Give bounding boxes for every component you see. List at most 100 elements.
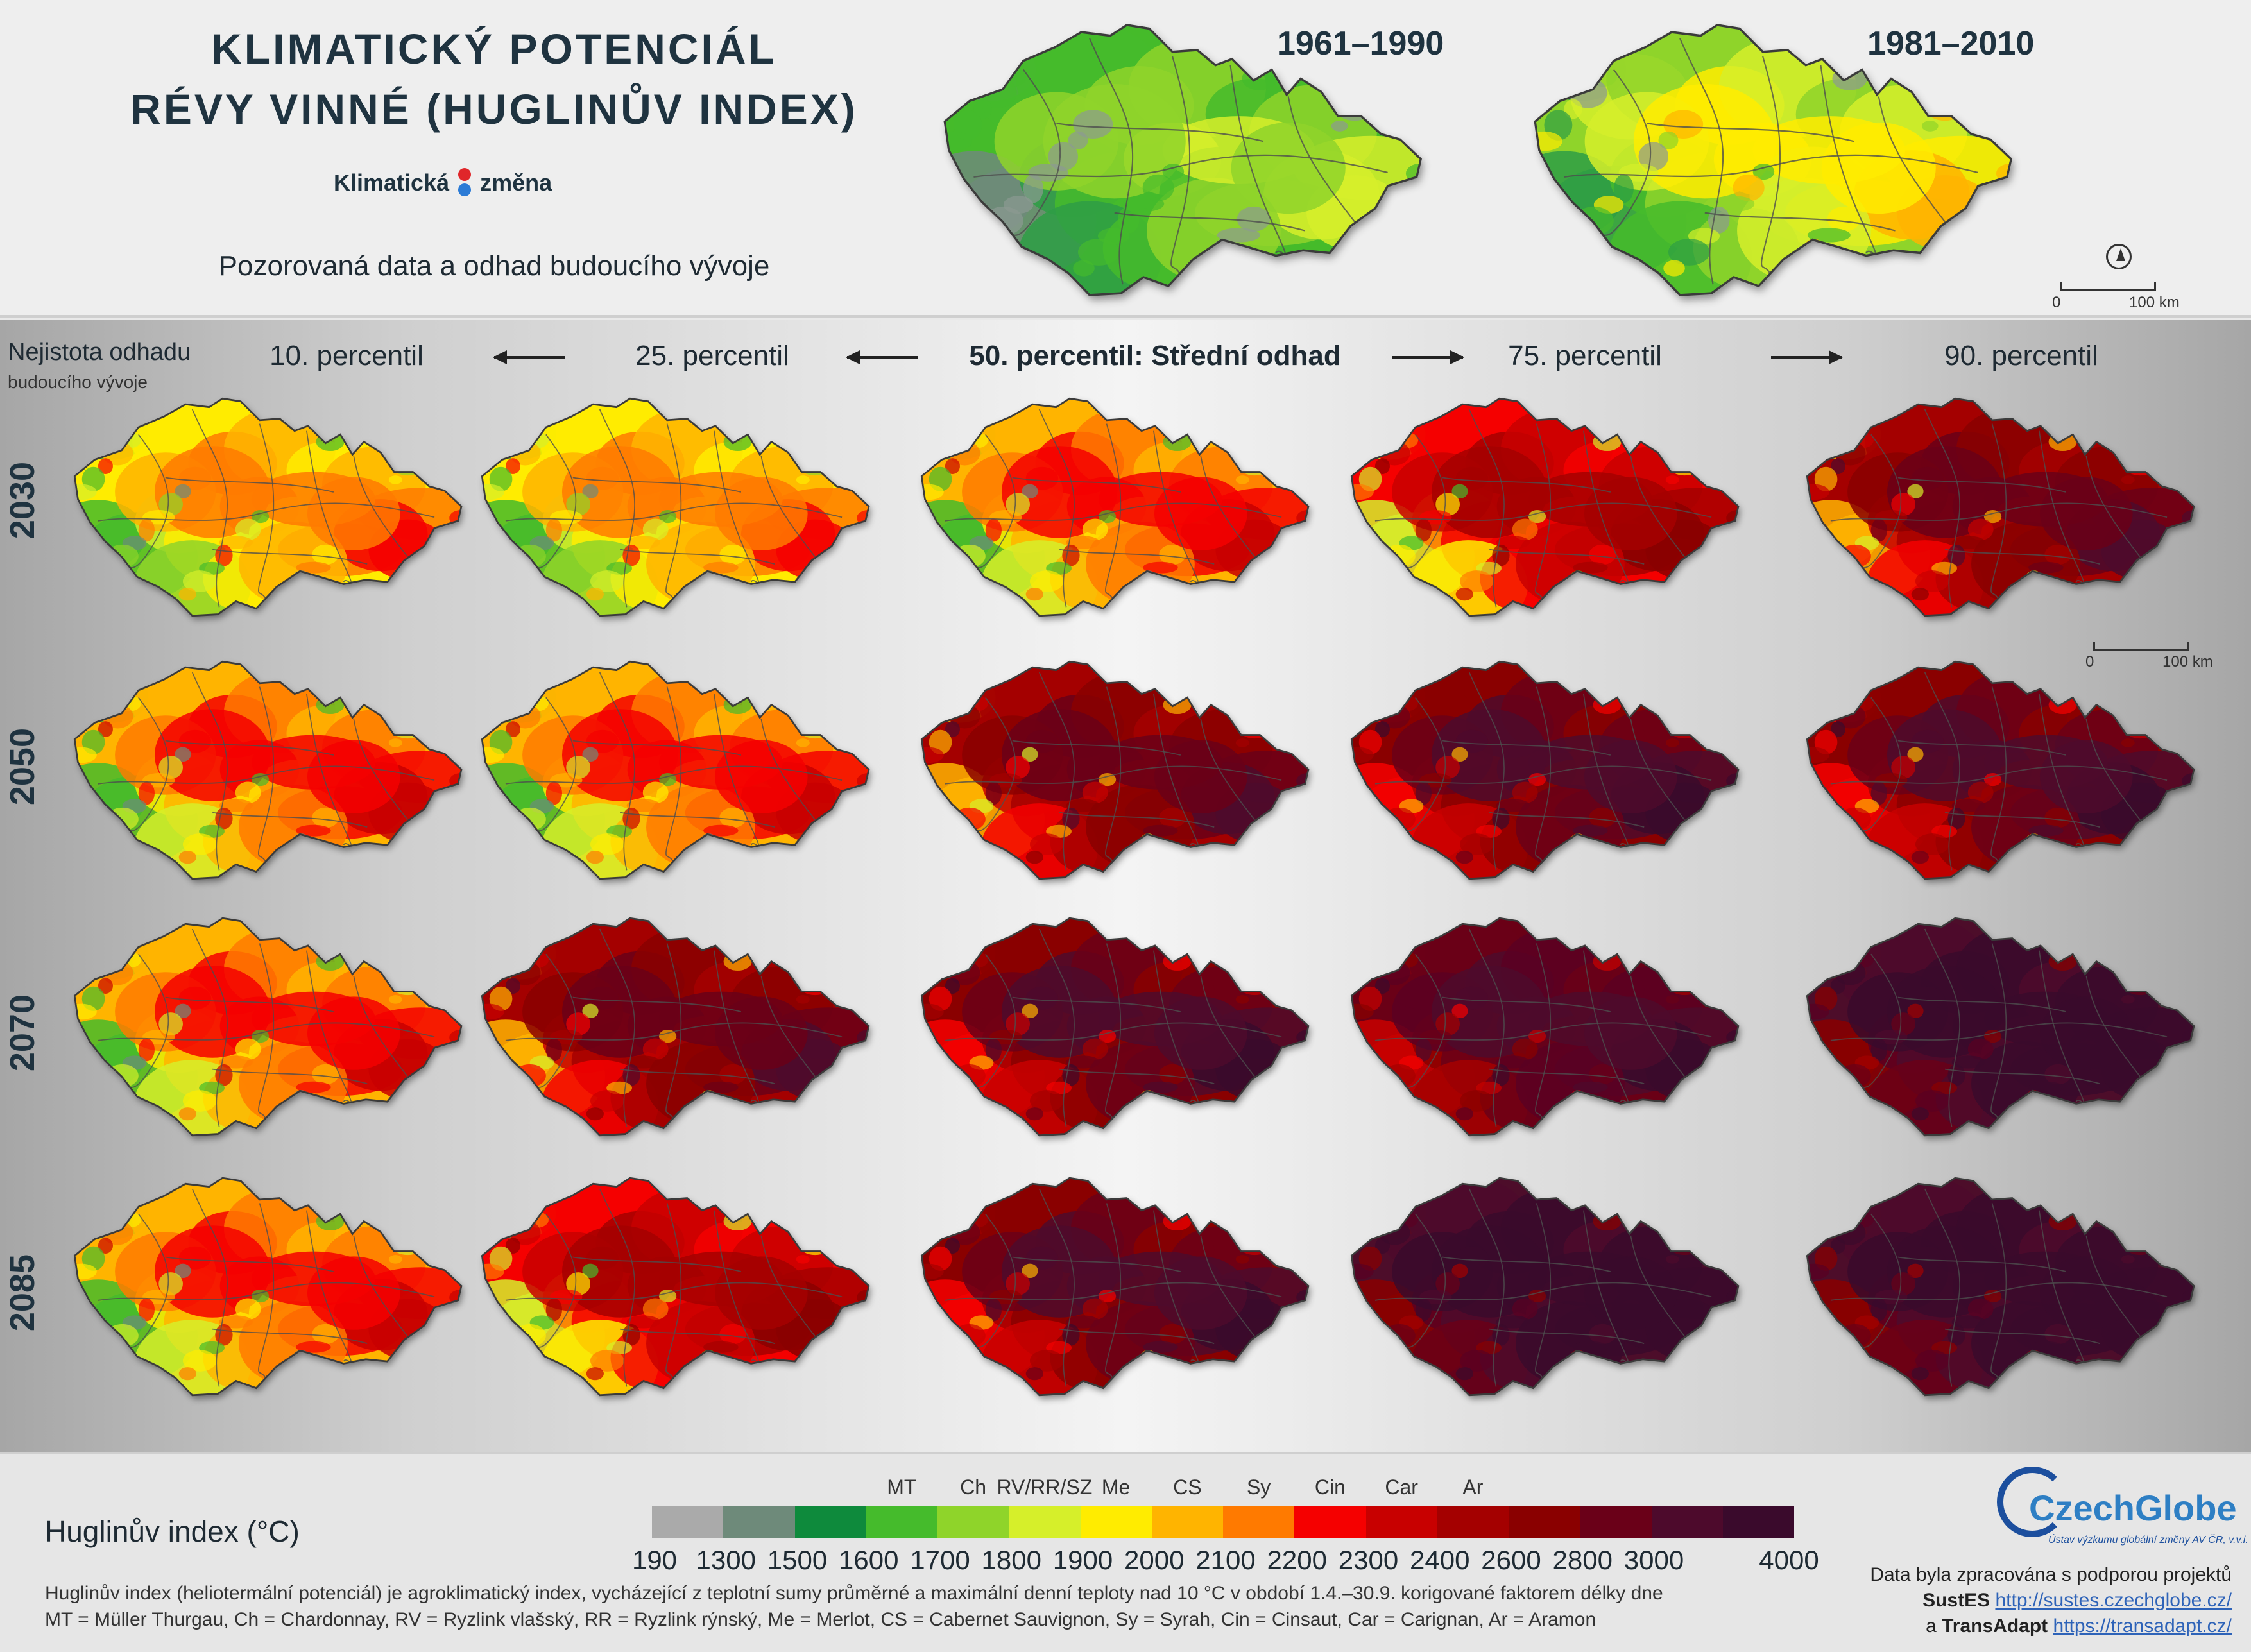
- map-2085-p10: [58, 1171, 475, 1408]
- country-border: [920, 1177, 1310, 1397]
- country-border: [1806, 660, 2195, 880]
- map-2085-p90: [1790, 1171, 2207, 1408]
- legend-variety-label: Ar: [1462, 1476, 1484, 1499]
- legend-swatch: [1080, 1506, 1152, 1538]
- country-border: [481, 917, 870, 1137]
- legend-tick-label: 1700: [910, 1545, 970, 1575]
- legend-tick-label: 2100: [1195, 1545, 1256, 1575]
- legend-variety-label: Me: [1101, 1476, 1131, 1499]
- legend-variety-label: Ch: [960, 1476, 987, 1499]
- scale-zero: 0: [2052, 294, 2061, 311]
- legend-tick-label: 2400: [1410, 1545, 1470, 1575]
- legend-swatch: [1009, 1506, 1081, 1538]
- legend-tick-label: 1600: [839, 1545, 899, 1575]
- transadapt-link[interactable]: https://transadapt.cz/: [2053, 1615, 2232, 1637]
- map-observed-1981-2010: [1514, 16, 2028, 311]
- map-2050-p75: [1335, 654, 1752, 892]
- country-border: [1350, 660, 1740, 880]
- legend-swatch: [866, 1506, 937, 1538]
- country-border: [1806, 397, 2195, 617]
- arrow-right-icon: [1771, 350, 1843, 364]
- country-border: [73, 660, 463, 880]
- legend-tick-label: 2000: [1124, 1545, 1185, 1575]
- country-border: [920, 397, 1310, 617]
- country-border: [1806, 917, 2195, 1137]
- legend-variety-label: Cin: [1314, 1476, 1346, 1499]
- scale-bar-line: [2060, 282, 2156, 291]
- map-2030-p10: [58, 391, 475, 629]
- variety-abbreviations: MT = Müller Thurgau, Ch = Chardonnay, RV…: [45, 1609, 1596, 1630]
- legend-tick-label: 4000: [1759, 1545, 1819, 1575]
- map-2050-p10: [58, 654, 475, 892]
- percentile-50-label: 50. percentil: Střední odhad: [969, 340, 1341, 371]
- year-2085-label: 2085: [3, 1254, 42, 1332]
- czechglobe-subtitle: Ústav výzkumu globální změny AV ČR, v.v.…: [2048, 1535, 2248, 1546]
- legend-color-bar: [652, 1506, 1794, 1538]
- legend-tick-label: 1800: [981, 1545, 1041, 1575]
- brand-part-1: Klimatická: [334, 169, 450, 196]
- year-2050-label: 2050: [3, 728, 42, 806]
- arrow-right-icon: [1392, 350, 1464, 364]
- map-2030-p25: [465, 391, 882, 629]
- arrow-left-icon: [846, 350, 918, 364]
- scale-bar-line: [2093, 642, 2189, 651]
- legend-tick-label: 1300: [696, 1545, 756, 1575]
- year-2070-label: 2070: [3, 994, 42, 1072]
- country-border: [73, 1177, 463, 1397]
- scale-hundred: 100 km: [2129, 294, 2180, 311]
- sustes-link[interactable]: http://sustes.czechglobe.cz/: [1995, 1590, 2232, 1611]
- map-2070-p50: [905, 911, 1322, 1148]
- legend-swatch: [1722, 1506, 1794, 1538]
- country-border: [73, 917, 463, 1137]
- map-2070-p25: [465, 911, 882, 1148]
- legend-swatch: [1223, 1506, 1295, 1538]
- arrow-left-icon: [493, 350, 565, 364]
- north-arrow-icon: [2106, 244, 2132, 269]
- legend-tick-label: 2200: [1267, 1545, 1327, 1575]
- brand-logo: Klimatická změna: [334, 168, 552, 198]
- brand-part-2: změna: [480, 169, 552, 196]
- legend-swatch: [1651, 1506, 1723, 1538]
- legend-tick-label: 190: [631, 1545, 678, 1575]
- percentile-90-label: 90. percentil: [1944, 340, 2098, 371]
- legend-swatch: [1294, 1506, 1366, 1538]
- legend-tick-label: 2800: [1552, 1545, 1613, 1575]
- country-border: [1534, 24, 2012, 296]
- scale-hundred: 100 km: [2162, 653, 2213, 670]
- map-2070-p90: [1790, 911, 2207, 1148]
- project-name: TransAdapt: [1942, 1615, 2048, 1637]
- czechglobe-logo: CzechGlobe Ústav výzkumu globální změny …: [1997, 1467, 2248, 1556]
- country-border: [481, 397, 870, 617]
- title-line-2: RÉVY VINNÉ (HUGLINŮV INDEX): [130, 85, 858, 133]
- country-border: [1350, 917, 1740, 1137]
- legend-swatch: [1365, 1506, 1437, 1538]
- country-border: [73, 397, 463, 617]
- country-border: [481, 660, 870, 880]
- credit-conjunction: a: [1926, 1615, 1937, 1637]
- credit-project-2: a TransAdapt https://transadapt.cz/: [1926, 1615, 2232, 1637]
- legend-swatch: [794, 1506, 866, 1538]
- country-border: [920, 917, 1310, 1137]
- country-border: [1806, 1177, 2195, 1397]
- map-2070-p10: [58, 911, 475, 1148]
- percentile-25-label: 25. percentil: [635, 340, 789, 371]
- country-border: [920, 660, 1310, 880]
- index-description: Huglinův index (heliotermální potenciál)…: [45, 1583, 1663, 1604]
- credit-line: Data byla zpracována s podporou projektů: [1870, 1564, 2232, 1585]
- year-2030-label: 2030: [3, 462, 42, 540]
- legend-variety-label: RV/RR/SZ: [997, 1476, 1093, 1499]
- map-2030-p50: [905, 391, 1322, 629]
- subtitle: Pozorovaná data a odhad budoucího vývoje: [218, 250, 770, 282]
- country-border: [1350, 1177, 1740, 1397]
- header-panel: KLIMATICKÝ POTENCIÁL RÉVY VINNÉ (HUGLINŮ…: [0, 0, 2251, 318]
- legend-tick-label: 3000: [1623, 1545, 1684, 1575]
- country-border: [481, 1177, 870, 1397]
- map-observed-1961-1990: [924, 16, 1437, 311]
- credit-project-1: SustES http://sustes.czechglobe.cz/: [1922, 1590, 2232, 1612]
- map-2070-p75: [1335, 911, 1752, 1148]
- legend-title: Huglinův index (°C): [45, 1515, 300, 1548]
- czechglobe-name: CzechGlobe: [2029, 1488, 2237, 1528]
- map-2085-p50: [905, 1171, 1322, 1408]
- period-label-1981-2010: 1981–2010: [1867, 25, 2035, 62]
- legend-variety-label: CS: [1173, 1476, 1202, 1499]
